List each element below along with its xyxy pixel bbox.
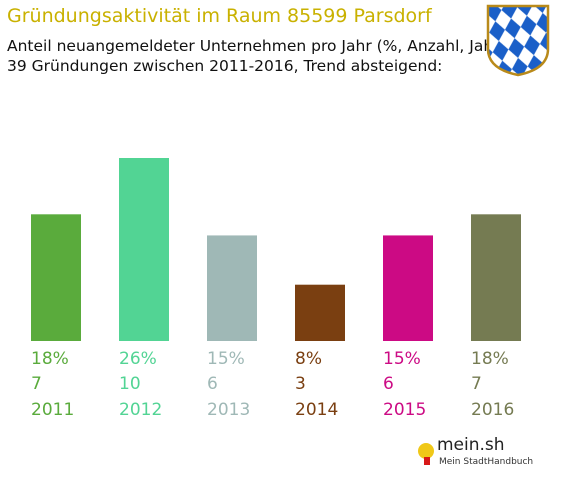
bar-2015 <box>383 235 433 341</box>
logo-brand: mein.sh <box>437 435 505 455</box>
percent-label-2013: 15% <box>207 349 245 369</box>
bar-2016 <box>471 214 521 341</box>
year-label-2011: 2011 <box>31 400 74 420</box>
year-label-2015: 2015 <box>383 400 426 420</box>
germany-map-icon <box>418 443 434 465</box>
chart-title: Gründungsaktivität im Raum 85599 Parsdor… <box>7 5 432 27</box>
bar-2014 <box>295 284 345 341</box>
count-label-2016: 7 <box>471 374 482 394</box>
chart-subtitle: Anteil neuangemeldeter Unternehmen pro J… <box>7 36 506 76</box>
subtitle-line-1: Anteil neuangemeldeter Unternehmen pro J… <box>7 37 506 55</box>
count-label-2012: 10 <box>119 374 141 394</box>
bar-2011 <box>31 214 81 341</box>
percent-label-2011: 18% <box>31 349 69 369</box>
percent-label-2014: 8% <box>295 349 322 369</box>
bar-2013 <box>207 235 257 341</box>
percent-label-2015: 15% <box>383 349 421 369</box>
coat-of-arms-icon <box>486 4 550 77</box>
year-label-2014: 2014 <box>295 400 338 420</box>
count-label-2013: 6 <box>207 374 218 394</box>
mein-sh-logo[interactable]: mein.sh Mein StadtHandbuch <box>417 433 537 473</box>
bar-2012 <box>119 158 169 341</box>
year-label-2016: 2016 <box>471 400 514 420</box>
percent-label-2012: 26% <box>119 349 157 369</box>
count-label-2015: 6 <box>383 374 394 394</box>
year-label-2012: 2012 <box>119 400 162 420</box>
logo-tagline: Mein StadtHandbuch <box>439 457 534 467</box>
count-label-2011: 7 <box>31 374 42 394</box>
year-label-2013: 2013 <box>207 400 250 420</box>
subtitle-line-2: 39 Gründungen zwischen 2011-2016, Trend … <box>7 57 443 75</box>
percent-label-2016: 18% <box>471 349 509 369</box>
count-label-2014: 3 <box>295 374 306 394</box>
